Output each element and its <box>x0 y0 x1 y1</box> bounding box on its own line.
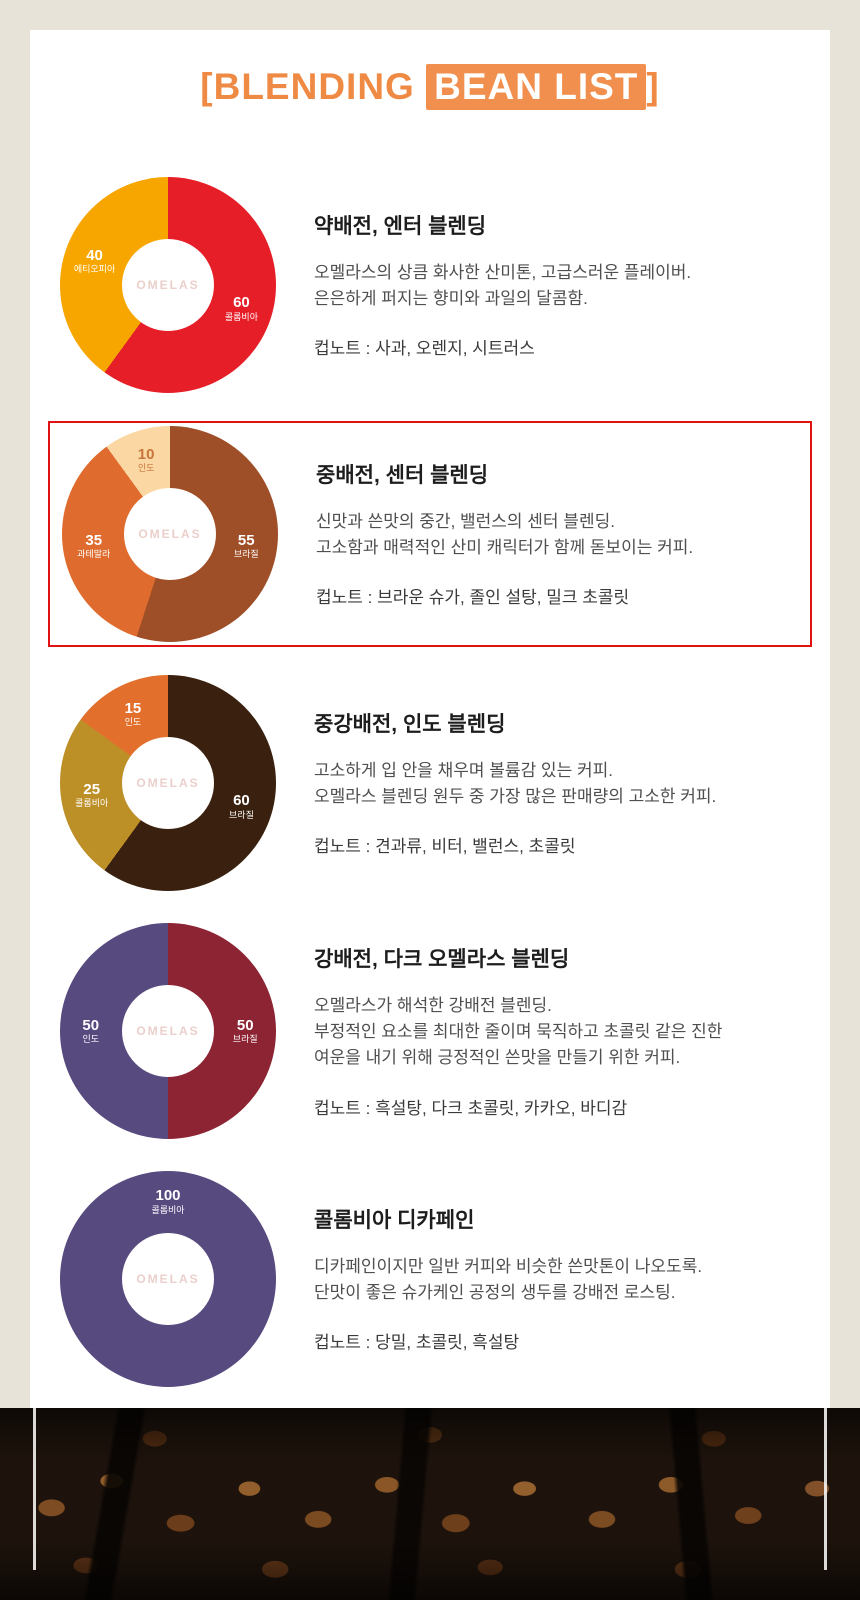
slice-label: 40 에티오피아 <box>73 246 116 275</box>
donut-chart-decaf: OMELAS 100 콜롬비아 <box>60 1170 276 1387</box>
blend-description: 디카페인이지만 일반 커피와 비슷한 쓴맛톤이 나오도록. 단맛이 좋은 슈가케… <box>314 1256 703 1303</box>
donut-chart-wrap: OMELAS 60 콜롬비아 40 에티오피아 <box>48 176 288 393</box>
blend-title: 약배전, 엔터 블렌딩 <box>314 214 487 238</box>
brand-watermark: OMELAS <box>136 277 200 292</box>
donut-chart-wrap: OMELAS 55 브라질 35 과테말라 10 인도 <box>50 425 290 642</box>
donut-chart-medium-roast: OMELAS 55 브라질 35 과테말라 10 인도 <box>62 425 278 642</box>
donut-hole: OMELAS <box>122 984 214 1077</box>
blend-section-dark-roast: OMELAS 50 브라질 50 인도 강배전, 다크 오멜라스 블렌딩 오멜라스가 … <box>48 919 812 1143</box>
blend-title: 중배전, 센터 블렌딩 <box>316 463 489 487</box>
blend-info: 중배전, 센터 블렌딩 신맛과 쓴맛의 중간, 밸런스의 센터 블렌딩. 고소함… <box>316 459 810 609</box>
blend-title: 중강배전, 인도 블렌딩 <box>314 712 506 736</box>
slice-label: 100 콜롬비아 <box>151 1187 185 1215</box>
slice-label: 25 콜롬비아 <box>75 780 109 809</box>
donut-chart-medium-dark-roast: OMELAS 60 브라질 25 콜롬비아 15 인도 <box>60 674 276 891</box>
cup-note: 컵노트 : 사과, 오렌지, 시트러스 <box>314 339 535 359</box>
blend-info: 콜롬비아 디카페인 디카페인이지만 일반 커피와 비슷한 쓴맛톤이 나오도록. … <box>314 1204 812 1354</box>
coffee-beans-photo <box>0 1408 860 1600</box>
content-panel: [BLENDING BEAN LIST] OMELAS 60 콜롬비아 40 에티오피… <box>30 30 830 1408</box>
brand-watermark: OMELAS <box>136 775 200 790</box>
blend-description: 고소하게 입 안을 채우며 볼륨감 있는 커피. 오멜라스 블렌딩 원두 중 가… <box>314 760 717 807</box>
panel-edge-line-right <box>824 1408 827 1570</box>
blend-description: 신맛과 쓴맛의 중간, 밸런스의 센터 블렌딩. 고소함과 매력적인 산미 캐릭… <box>316 511 694 558</box>
blend-section-light-roast: OMELAS 60 콜롬비아 40 에티오피아 약배전, 엔터 블렌딩 오멜라스의 상… <box>48 173 812 397</box>
donut-chart-wrap: OMELAS 60 브라질 25 콜롬비아 15 인도 <box>48 674 288 891</box>
blend-description: 오멜라스가 해석한 강배전 블렌딩. 부정적인 요소를 최대한 줄이며 묵직하고… <box>314 995 723 1068</box>
blend-title: 강배전, 다크 오멜라스 블렌딩 <box>314 947 570 971</box>
donut-chart-dark-roast: OMELAS 50 브라질 50 인도 <box>60 922 276 1139</box>
page-title: [BLENDING BEAN LIST] <box>48 64 812 110</box>
blend-title: 콜롬비아 디카페인 <box>314 1208 475 1232</box>
blend-section-medium-dark-roast: OMELAS 60 브라질 25 콜롬비아 15 인도 중강배전, 인도 블렌딩 고소하게… <box>48 671 812 895</box>
slice-label: 60 브라질 <box>229 792 254 820</box>
blend-section-medium-roast-highlighted: OMELAS 55 브라질 35 과테말라 10 인도 중배전, 센터 블렌딩 신맛과 쓴… <box>48 420 812 647</box>
slice-label: 50 인도 <box>82 1016 100 1044</box>
donut-hole: OMELAS <box>122 736 214 829</box>
blend-info: 중강배전, 인도 블렌딩 고소하게 입 안을 채우며 볼륨감 있는 커피. 오멜… <box>314 708 812 858</box>
brand-watermark: OMELAS <box>136 1271 200 1286</box>
cup-note: 컵노트 : 당밀, 초콜릿, 흑설탕 <box>314 1333 520 1353</box>
slice-label: 35 과테말라 <box>77 531 111 560</box>
donut-hole: OMELAS <box>124 487 216 580</box>
donut-chart-light-roast: OMELAS 60 콜롬비아 40 에티오피아 <box>60 176 276 393</box>
panel-edge-line-left <box>33 1408 36 1570</box>
brand-watermark: OMELAS <box>138 526 202 541</box>
slice-label: 55 브라질 <box>233 531 259 560</box>
blend-section-decaf: OMELAS 100 콜롬비아 콜롬비아 디카페인 디카페인이지만 일반 커피와 … <box>48 1167 812 1391</box>
blend-info: 강배전, 다크 오멜라스 블렌딩 오멜라스가 해석한 강배전 블렌딩. 부정적인… <box>314 943 812 1119</box>
slice-label: 60 콜롬비아 <box>224 294 258 322</box>
donut-chart-wrap: OMELAS 100 콜롬비아 <box>48 1170 288 1387</box>
donut-chart-wrap: OMELAS 50 브라질 50 인도 <box>48 922 288 1139</box>
cup-note: 컵노트 : 견과류, 비터, 밸런스, 초콜릿 <box>314 837 576 857</box>
title-suffix: ] <box>646 66 660 107</box>
slice-label: 50 브라질 <box>232 1016 258 1044</box>
slice-label: 10 인도 <box>137 446 155 474</box>
cup-note: 컵노트 : 흑설탕, 다크 초콜릿, 카카오, 바디감 <box>314 1098 628 1118</box>
title-prefix: [BLENDING <box>200 66 427 107</box>
blend-description: 오멜라스의 상큼 화사한 산미톤, 고급스러운 플레이버. 은은하게 퍼지는 향… <box>314 262 692 309</box>
donut-hole: OMELAS <box>122 1232 214 1325</box>
cup-note: 컵노트 : 브라운 슈가, 졸인 설탕, 밀크 초콜릿 <box>316 588 630 608</box>
brand-watermark: OMELAS <box>136 1023 200 1038</box>
blend-info: 약배전, 엔터 블렌딩 오멜라스의 상큼 화사한 산미톤, 고급스러운 플레이버… <box>314 210 812 360</box>
slice-label: 15 인도 <box>124 699 142 728</box>
donut-hole: OMELAS <box>122 238 214 331</box>
title-highlight: BEAN LIST <box>426 64 647 110</box>
